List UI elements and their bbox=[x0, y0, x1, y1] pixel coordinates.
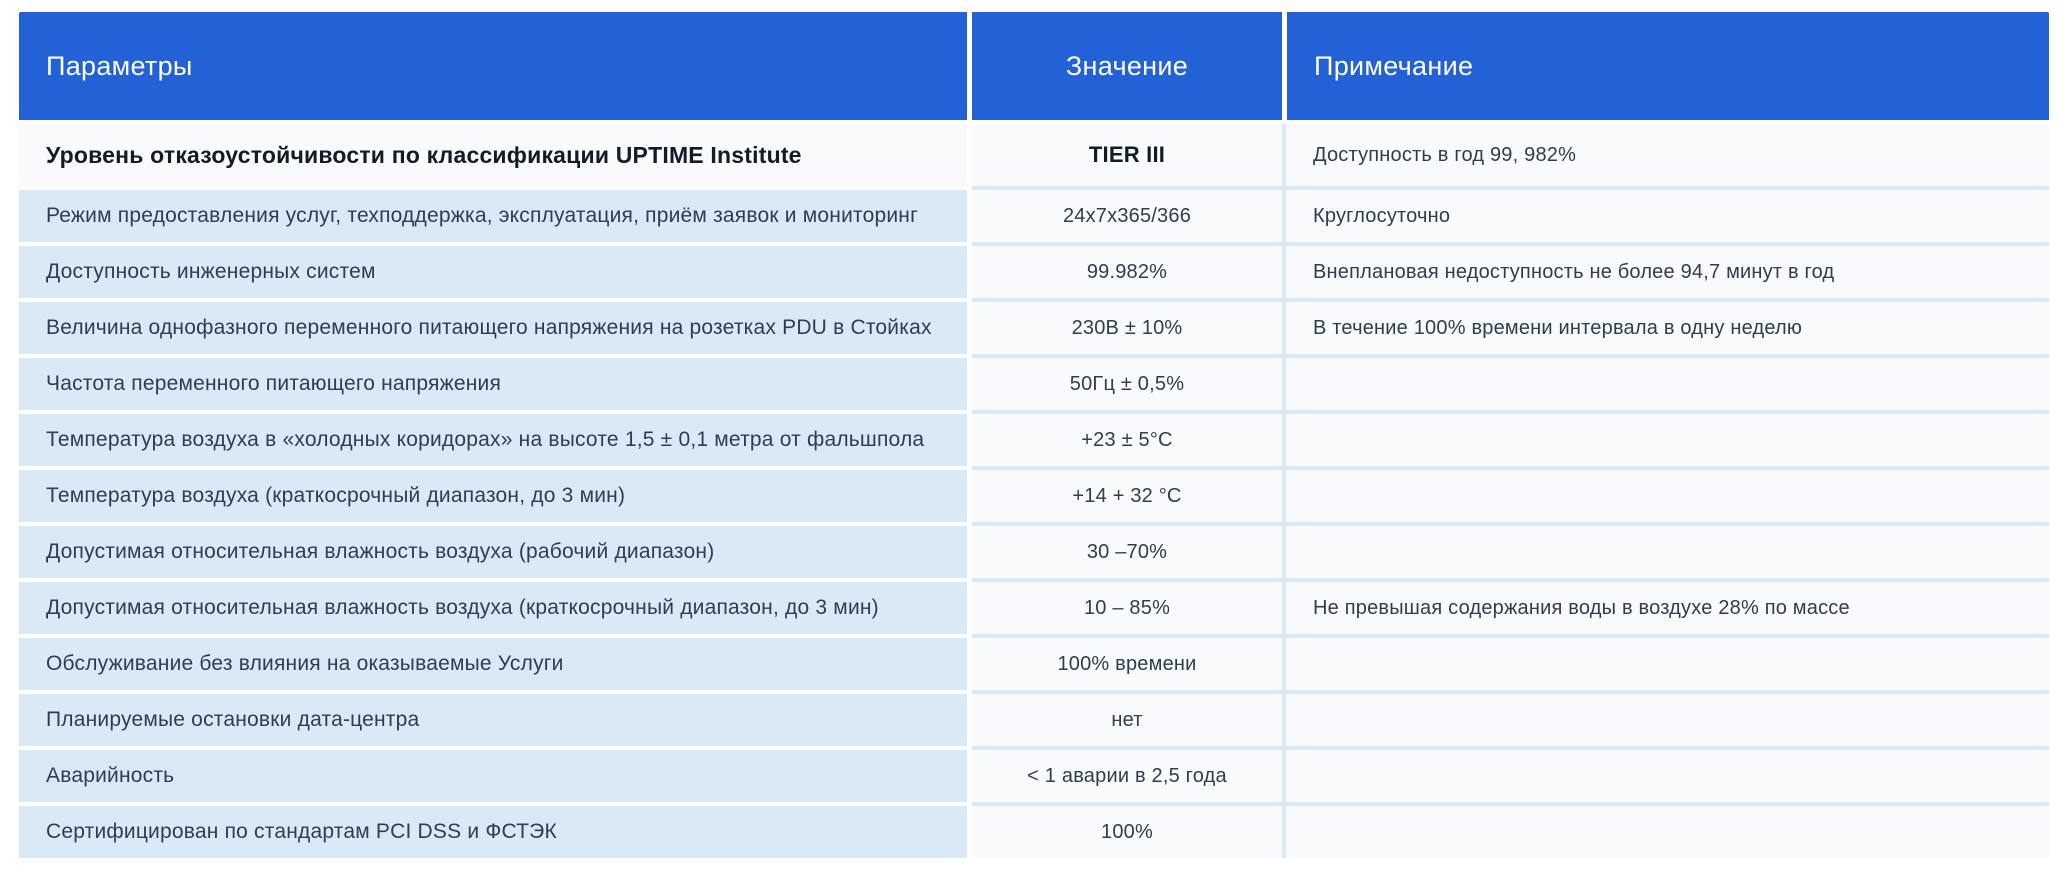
param-cell: Доступность инженерных систем bbox=[19, 246, 967, 298]
value-cell: 99.982% bbox=[972, 246, 1282, 298]
note-cell: Не превышая содержания воды в воздухе 28… bbox=[1286, 582, 2049, 634]
value-cell: 24x7x365/366 bbox=[972, 190, 1282, 242]
specs-table: Параметры Уровень отказоустойчивости по … bbox=[19, 12, 2049, 858]
value-note-header-row: Значение Примечание bbox=[972, 12, 2049, 120]
param-cell: Допустимая относительная влажность возду… bbox=[19, 526, 967, 578]
note-cell bbox=[1286, 806, 2049, 858]
note-cell bbox=[1286, 358, 2049, 410]
value-cell: нет bbox=[972, 694, 1282, 746]
param-cell: Допустимая относительная влажность возду… bbox=[19, 582, 967, 634]
param-cell: Уровень отказоустойчивости по классифика… bbox=[19, 124, 967, 186]
note-cell bbox=[1286, 414, 2049, 466]
value-cell: +14 + 32 °C bbox=[972, 470, 1282, 522]
value-note-body: TIER III Доступность в год 99, 982% 24x7… bbox=[972, 124, 2049, 858]
param-cell: Величина однофазного переменного питающе… bbox=[19, 302, 967, 354]
column-header-value: Значение bbox=[972, 12, 1282, 120]
note-cell bbox=[1286, 750, 2049, 802]
note-cell bbox=[1286, 526, 2049, 578]
value-cell: 230В ± 10% bbox=[972, 302, 1282, 354]
param-cell: Обслуживание без влияния на оказываемые … bbox=[19, 638, 967, 690]
value-cell: TIER III bbox=[972, 124, 1282, 186]
param-cell: Частота переменного питающего напряжения bbox=[19, 358, 967, 410]
value-cell: 50Гц ± 0,5% bbox=[972, 358, 1282, 410]
note-cell: Внеплановая недоступность не более 94,7 … bbox=[1286, 246, 2049, 298]
value-cell: 30 –70% bbox=[972, 526, 1282, 578]
value-cell: 100% bbox=[972, 806, 1282, 858]
value-cell: +23 ± 5°C bbox=[972, 414, 1282, 466]
param-cell: Аварийность bbox=[19, 750, 967, 802]
value-cell: 100% времени bbox=[972, 638, 1282, 690]
column-header-note: Примечание bbox=[1287, 12, 2049, 120]
param-cell: Режим предоставления услуг, техподдержка… bbox=[19, 190, 967, 242]
column-value-note: Значение Примечание TIER III Доступность… bbox=[972, 12, 2049, 858]
value-cell: < 1 аварии в 2,5 года bbox=[972, 750, 1282, 802]
param-cell: Температура воздуха в «холодных коридора… bbox=[19, 414, 967, 466]
note-cell: В течение 100% времени интервала в одну … bbox=[1286, 302, 2049, 354]
note-cell bbox=[1286, 694, 2049, 746]
note-cell bbox=[1286, 470, 2049, 522]
column-parameters: Параметры Уровень отказоустойчивости по … bbox=[19, 12, 967, 858]
param-cell: Температура воздуха (краткосрочный диапа… bbox=[19, 470, 967, 522]
note-cell bbox=[1286, 638, 2049, 690]
note-cell: Круглосуточно bbox=[1286, 190, 2049, 242]
note-cell: Доступность в год 99, 982% bbox=[1286, 124, 2049, 186]
param-cell: Сертифицирован по стандартам PCI DSS и Ф… bbox=[19, 806, 967, 858]
column-header-parameters: Параметры bbox=[19, 12, 967, 120]
param-cell: Планируемые остановки дата-центра bbox=[19, 694, 967, 746]
value-cell: 10 – 85% bbox=[972, 582, 1282, 634]
